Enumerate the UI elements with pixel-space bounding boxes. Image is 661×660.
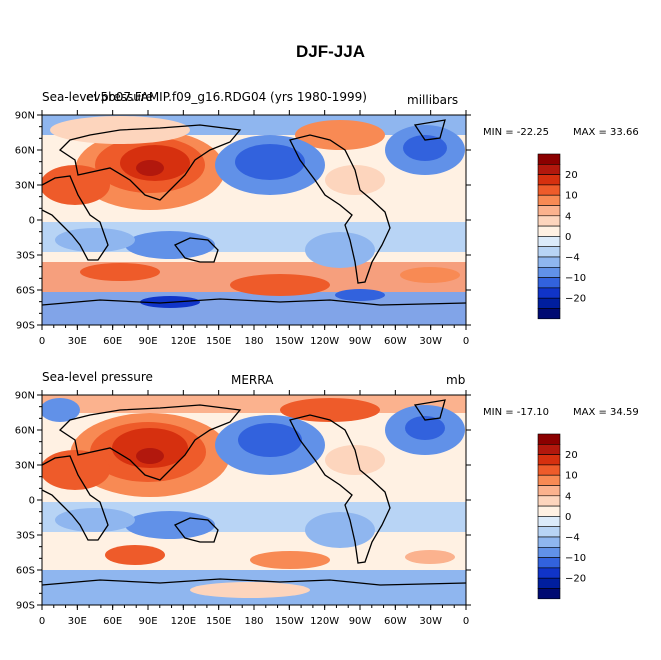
lat-tick-label: 0 xyxy=(29,216,35,227)
colorbar-cell xyxy=(537,444,561,455)
colorbar: 20 10 4 0 −4 −10 −20 xyxy=(537,433,586,600)
max-label: MAX = 34.59 xyxy=(573,407,639,418)
colorbar-label: 20 xyxy=(565,170,578,181)
lon-tick-label: 90E xyxy=(138,336,157,347)
lon-tick-label: 120W xyxy=(310,616,339,627)
lon-tick-label: 120E xyxy=(171,616,196,627)
lon-tick-label: 180 xyxy=(244,336,263,347)
lat-tick-labels: 90N 60N 30N 0 30S 60S 90S xyxy=(15,111,35,332)
figure-title: DJF-JJA xyxy=(296,42,365,61)
lon-tick-label: 0 xyxy=(39,336,45,347)
lat-tick-label: 60S xyxy=(16,566,35,577)
lat-tick-label: 30N xyxy=(15,461,35,472)
lat-tick-label: 30S xyxy=(16,251,35,262)
colorbar-cell xyxy=(537,485,561,497)
colorbar-label: 20 xyxy=(565,450,578,461)
colorbar-cell xyxy=(537,505,561,517)
colorbar-label: −4 xyxy=(565,253,580,264)
colorbar-cell xyxy=(537,526,561,538)
panel-title-center: MERRA xyxy=(231,373,274,387)
colorbar-cell xyxy=(537,454,561,466)
lon-tick-label: 120E xyxy=(171,336,196,347)
min-label: MIN = -22.25 xyxy=(483,127,550,138)
lon-tick-label: 0 xyxy=(463,616,469,627)
colorbar-label: −4 xyxy=(565,533,580,544)
panel-units: millibars xyxy=(407,93,459,107)
colorbar-cell xyxy=(537,433,561,445)
lat-tick-label: 90N xyxy=(15,391,35,402)
lon-tick-label: 30E xyxy=(68,336,87,347)
lon-tick-label: 150W xyxy=(275,616,304,627)
lon-tick-label: 90W xyxy=(349,616,372,627)
colorbar-label: 4 xyxy=(565,211,571,222)
lon-tick-label: 0 xyxy=(39,616,45,627)
colorbar-label: 10 xyxy=(565,471,578,482)
lon-tick-label: 60W xyxy=(384,336,407,347)
colorbar-cell xyxy=(537,567,561,579)
colorbar-label: −10 xyxy=(565,273,586,284)
lon-tick-label: 120W xyxy=(310,336,339,347)
lat-tick-label: 90N xyxy=(15,111,35,122)
colorbar-cell xyxy=(537,557,561,569)
colorbar-cell xyxy=(537,588,561,600)
colorbar-cell xyxy=(537,547,561,558)
lon-tick-label: 90E xyxy=(138,616,157,627)
lat-tick-label: 60N xyxy=(15,426,35,437)
panel-units: mb xyxy=(446,373,466,387)
lon-tick-label: 30W xyxy=(419,336,442,347)
colorbar-label: 10 xyxy=(565,191,578,202)
lon-tick-label: 30W xyxy=(419,616,442,627)
panel-title-left: Sea-level pressure xyxy=(42,90,153,104)
lon-tick-label: 60E xyxy=(103,616,122,627)
colorbar-cell xyxy=(537,536,561,548)
lat-tick-label: 60N xyxy=(15,146,35,157)
lon-tick-labels: 0 30E 60E 90E 120E 150E 180 150W 120W 90W 60W 30W 0 xyxy=(39,616,469,627)
colorbar-label: 0 xyxy=(565,512,571,523)
axis-ticks xyxy=(37,390,471,610)
panel-title-center: ev5b07.FAMIP.f09_g16.RDG04 (yrs 1980-199… xyxy=(86,90,367,104)
colorbar-cell xyxy=(537,474,561,486)
lon-tick-label: 90W xyxy=(349,336,372,347)
colorbar-cell xyxy=(537,577,561,589)
lon-tick-labels: 0 30E 60E 90E 120E 150E 180 150W 120W 90W 60W 30W 0 xyxy=(39,336,469,347)
colorbar-label: −20 xyxy=(565,574,586,585)
lat-tick-label: 90S xyxy=(16,321,35,332)
lon-tick-label: 150E xyxy=(206,336,231,347)
lon-tick-label: 150E xyxy=(206,616,231,627)
lat-tick-label: 60S xyxy=(16,286,35,297)
colorbar: 20 10 4 0 −4 −10 −20 xyxy=(537,153,586,320)
lon-tick-label: 30E xyxy=(68,616,87,627)
lat-tick-label: 30S xyxy=(16,531,35,542)
min-label: MIN = -17.10 xyxy=(483,407,550,418)
colorbar-cell xyxy=(537,495,561,507)
lon-tick-label: 180 xyxy=(244,616,263,627)
colorbar-label: −10 xyxy=(565,553,586,564)
panel-title-left: Sea-level pressure xyxy=(42,370,153,384)
lon-tick-label: 0 xyxy=(463,336,469,347)
band-antarctic xyxy=(42,292,466,325)
colorbar-cell xyxy=(537,464,561,476)
lat-tick-label: 30N xyxy=(15,181,35,192)
colorbar-label: −20 xyxy=(565,294,586,305)
lat-tick-label: 0 xyxy=(29,496,35,507)
colorbar-label: 4 xyxy=(565,491,571,502)
colorbar-label: 0 xyxy=(565,232,571,243)
colorbar-cell xyxy=(537,308,561,320)
lon-tick-label: 60E xyxy=(103,336,122,347)
lat-tick-labels: 90N 60N 30N 0 30S 60S 90S xyxy=(15,391,35,612)
max-label: MAX = 33.66 xyxy=(573,127,639,138)
lon-tick-label: 60W xyxy=(384,616,407,627)
lat-tick-label: 90S xyxy=(16,601,35,612)
lon-tick-label: 150W xyxy=(275,336,304,347)
axis-ticks xyxy=(37,110,471,330)
sea-level-pressure-map: 90N 60N 30N 0 30S 60S 90S 0 30E 60E 90E 120E 150E 18… xyxy=(15,110,471,347)
colorbar-cell xyxy=(537,516,561,528)
